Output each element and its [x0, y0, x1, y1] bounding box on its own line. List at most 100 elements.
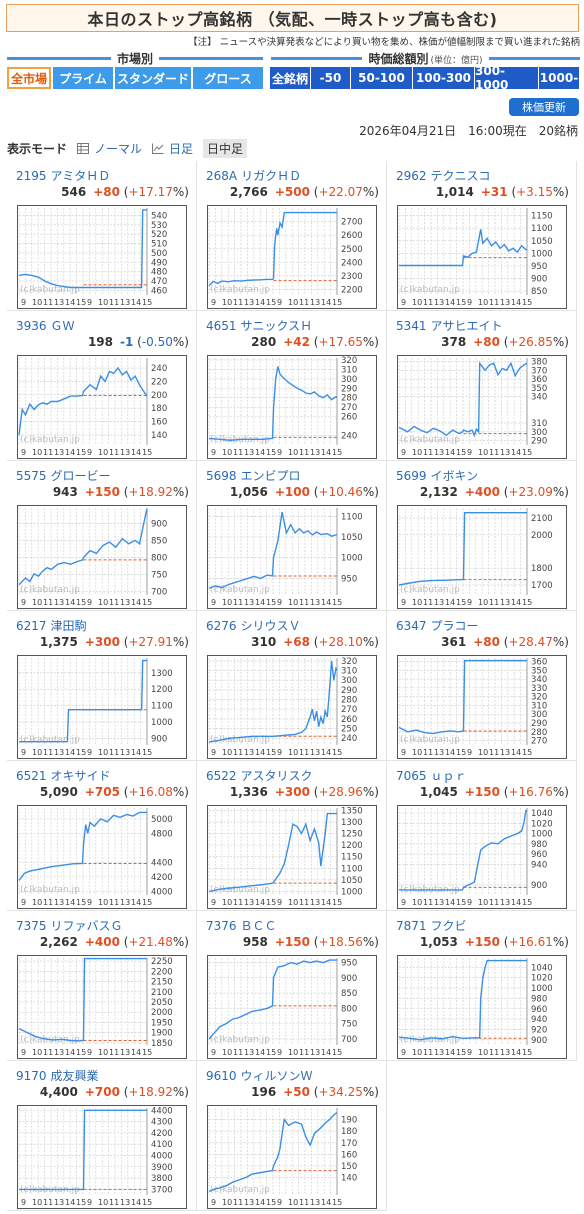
x-tick-label: 13	[310, 1048, 320, 1057]
y-tick-label: 140	[341, 1174, 357, 1184]
stock-name-link[interactable]: 7375 リファバスＧ	[16, 917, 123, 934]
y-tick-label: 2250	[151, 957, 173, 967]
stock-name-link[interactable]: 4651 サニックスＨ	[206, 317, 312, 334]
y-tick-label: 370	[531, 366, 547, 376]
cap-all-button[interactable]: 全銘柄	[270, 67, 311, 89]
stock-card: 268A リガクＨＤ 2,766 +500 (+22.07%) 2200 2300 2400…	[197, 161, 387, 311]
stock-name-link[interactable]: 5698 エンビプロ	[206, 467, 301, 484]
percent-value: -0.50	[141, 335, 173, 349]
x-tick-label: 13	[310, 448, 320, 457]
cap-under-50-button[interactable]: -50	[311, 67, 351, 89]
y-tick-label: 240	[151, 364, 167, 374]
x-tick-label: 13	[310, 1198, 320, 1207]
stock-name-link[interactable]: 6347 プラコー	[396, 617, 479, 634]
market-prime-button[interactable]: プライム	[53, 67, 113, 89]
x-tick-label: 9	[21, 1048, 26, 1057]
stock-name-link[interactable]: 5699 イボキン	[396, 467, 478, 484]
stock-name-link[interactable]: 5575 グロービー	[16, 467, 111, 484]
y-tick-label: 340	[531, 393, 547, 403]
watermark: (c)kabutan.jp	[400, 735, 460, 745]
market-standard-button[interactable]: スタンダード	[115, 67, 191, 89]
stock-name-link[interactable]: 2962 テクニスコ	[396, 167, 491, 184]
stock-name-link[interactable]: 9170 成友興業	[16, 1067, 99, 1084]
y-tick-label: 520	[151, 230, 167, 240]
market-growth-button[interactable]: グロース	[193, 67, 263, 89]
cap-300-1000-button[interactable]: 300-1000	[475, 64, 539, 92]
stock-name-link[interactable]: 6217 津田駒	[16, 617, 87, 634]
cap-filter-bar: 全銘柄 -50 50-100 100-300 300-1000 1000-	[270, 64, 580, 92]
stock-name-link[interactable]: 2195 アミタＨＤ	[16, 167, 110, 184]
x-tick-label: 15	[456, 448, 466, 457]
mode-daily-option[interactable]: 日足	[152, 140, 193, 157]
price-row: 943 +150 (+18.92%)	[53, 485, 189, 499]
mode-intraday-option[interactable]: 日中足	[203, 138, 248, 158]
x-tick-label: 11	[423, 298, 433, 307]
price-series-line	[19, 659, 147, 743]
stock-card: 7375 リファバスＧ 2,262 +400 (+21.48%) 1850 1900 195…	[7, 911, 197, 1061]
stock-code: 7375	[16, 919, 47, 933]
y-tick-label: 1050	[531, 237, 553, 247]
price-series-line	[18, 811, 147, 881]
stock-name-link[interactable]: 6521 オキサイド	[16, 767, 111, 784]
stock-name-link[interactable]: 6522 アスタリスク	[206, 767, 313, 784]
market-all-button[interactable]: 全市場	[7, 67, 51, 89]
x-tick-label: 15	[522, 898, 532, 907]
stock-name-link[interactable]: 7376 ＢＣＣ	[206, 917, 277, 934]
stock-name-link[interactable]: 9610 ウィルソンＷ	[206, 1067, 313, 1084]
cap-100-300-button[interactable]: 100-300	[413, 67, 475, 89]
y-tick-label: 1100	[341, 864, 363, 874]
watermark: (c)kabutan.jp	[210, 735, 270, 745]
watermark: (c)kabutan.jp	[20, 585, 80, 595]
x-tick-label: 15	[76, 298, 86, 307]
x-tick-label: 11	[299, 898, 309, 907]
x-tick-label: 13	[244, 898, 254, 907]
stock-price: 280	[251, 335, 277, 349]
stock-name-link[interactable]: 268A リガクＨＤ	[206, 167, 301, 184]
x-tick-label: 10	[288, 748, 298, 757]
y-tick-label: 360	[531, 375, 547, 385]
x-tick-label: 15	[456, 598, 466, 607]
stock-name-link[interactable]: 3936 ＧＷ	[16, 317, 75, 334]
stock-code: 6217	[16, 619, 47, 633]
x-tick-label: 15	[332, 898, 342, 907]
x-tick-label: 10	[288, 448, 298, 457]
percent-value: +21.48	[128, 935, 173, 949]
stock-name-link[interactable]: 5341 アサヒエイト	[396, 317, 503, 334]
x-tick-label: 15	[456, 748, 466, 757]
cap-50-100-button[interactable]: 50-100	[351, 67, 413, 89]
cap-over-1000-button[interactable]: 1000-	[539, 67, 580, 89]
stock-name-link[interactable]: 6276 シリウスＶ	[206, 617, 301, 634]
stock-name: アスタリスク	[240, 769, 313, 783]
y-tick-label: 3700	[151, 1185, 173, 1195]
x-tick-label: 9	[277, 748, 282, 757]
x-tick-label: 9	[87, 298, 92, 307]
price-row: 361 +80 (+28.47%)	[441, 635, 569, 649]
y-tick-label: 530	[151, 221, 167, 231]
stock-name-link[interactable]: 7871 フクビ	[396, 917, 467, 934]
update-price-button[interactable]: 株価更新	[509, 98, 579, 116]
mode-normal-option[interactable]: ノーマル	[77, 140, 142, 157]
stock-name-link[interactable]: 7065 ｕｐｒ	[396, 767, 467, 784]
stock-price: 958	[242, 935, 268, 949]
x-tick-label: 13	[434, 1048, 444, 1057]
